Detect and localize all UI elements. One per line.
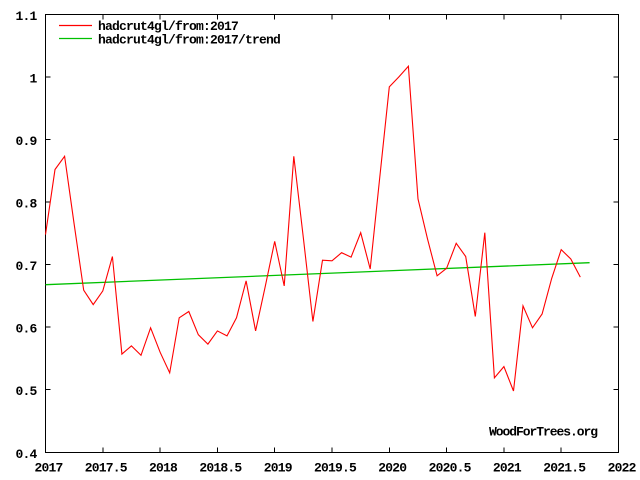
svg-text:2018.5: 2018.5	[199, 461, 242, 476]
svg-text:1: 1	[30, 72, 38, 87]
svg-text:2019.5: 2019.5	[314, 461, 357, 476]
svg-text:0.4: 0.4	[16, 447, 38, 462]
svg-text:hadcrut4gl/from:2017: hadcrut4gl/from:2017	[98, 19, 238, 34]
svg-text:0.6: 0.6	[16, 322, 38, 337]
svg-text:1.1: 1.1	[16, 9, 38, 24]
svg-text:2021: 2021	[493, 461, 522, 476]
svg-text:2022: 2022	[608, 461, 637, 476]
svg-text:0.9: 0.9	[16, 134, 38, 149]
svg-text:2018: 2018	[149, 461, 178, 476]
svg-text:0.5: 0.5	[16, 384, 38, 399]
svg-text:2020.5: 2020.5	[429, 461, 472, 476]
svg-text:2020: 2020	[378, 461, 407, 476]
svg-text:hadcrut4gl/from:2017/trend: hadcrut4gl/from:2017/trend	[98, 33, 280, 48]
svg-text:WoodForTrees.org: WoodForTrees.org	[489, 425, 598, 440]
svg-text:2017: 2017	[35, 461, 63, 476]
svg-text:2021.5: 2021.5	[543, 461, 586, 476]
svg-text:2017.5: 2017.5	[85, 461, 128, 476]
svg-text:2019: 2019	[264, 461, 293, 476]
svg-text:0.7: 0.7	[16, 259, 37, 274]
svg-text:0.8: 0.8	[16, 197, 38, 212]
